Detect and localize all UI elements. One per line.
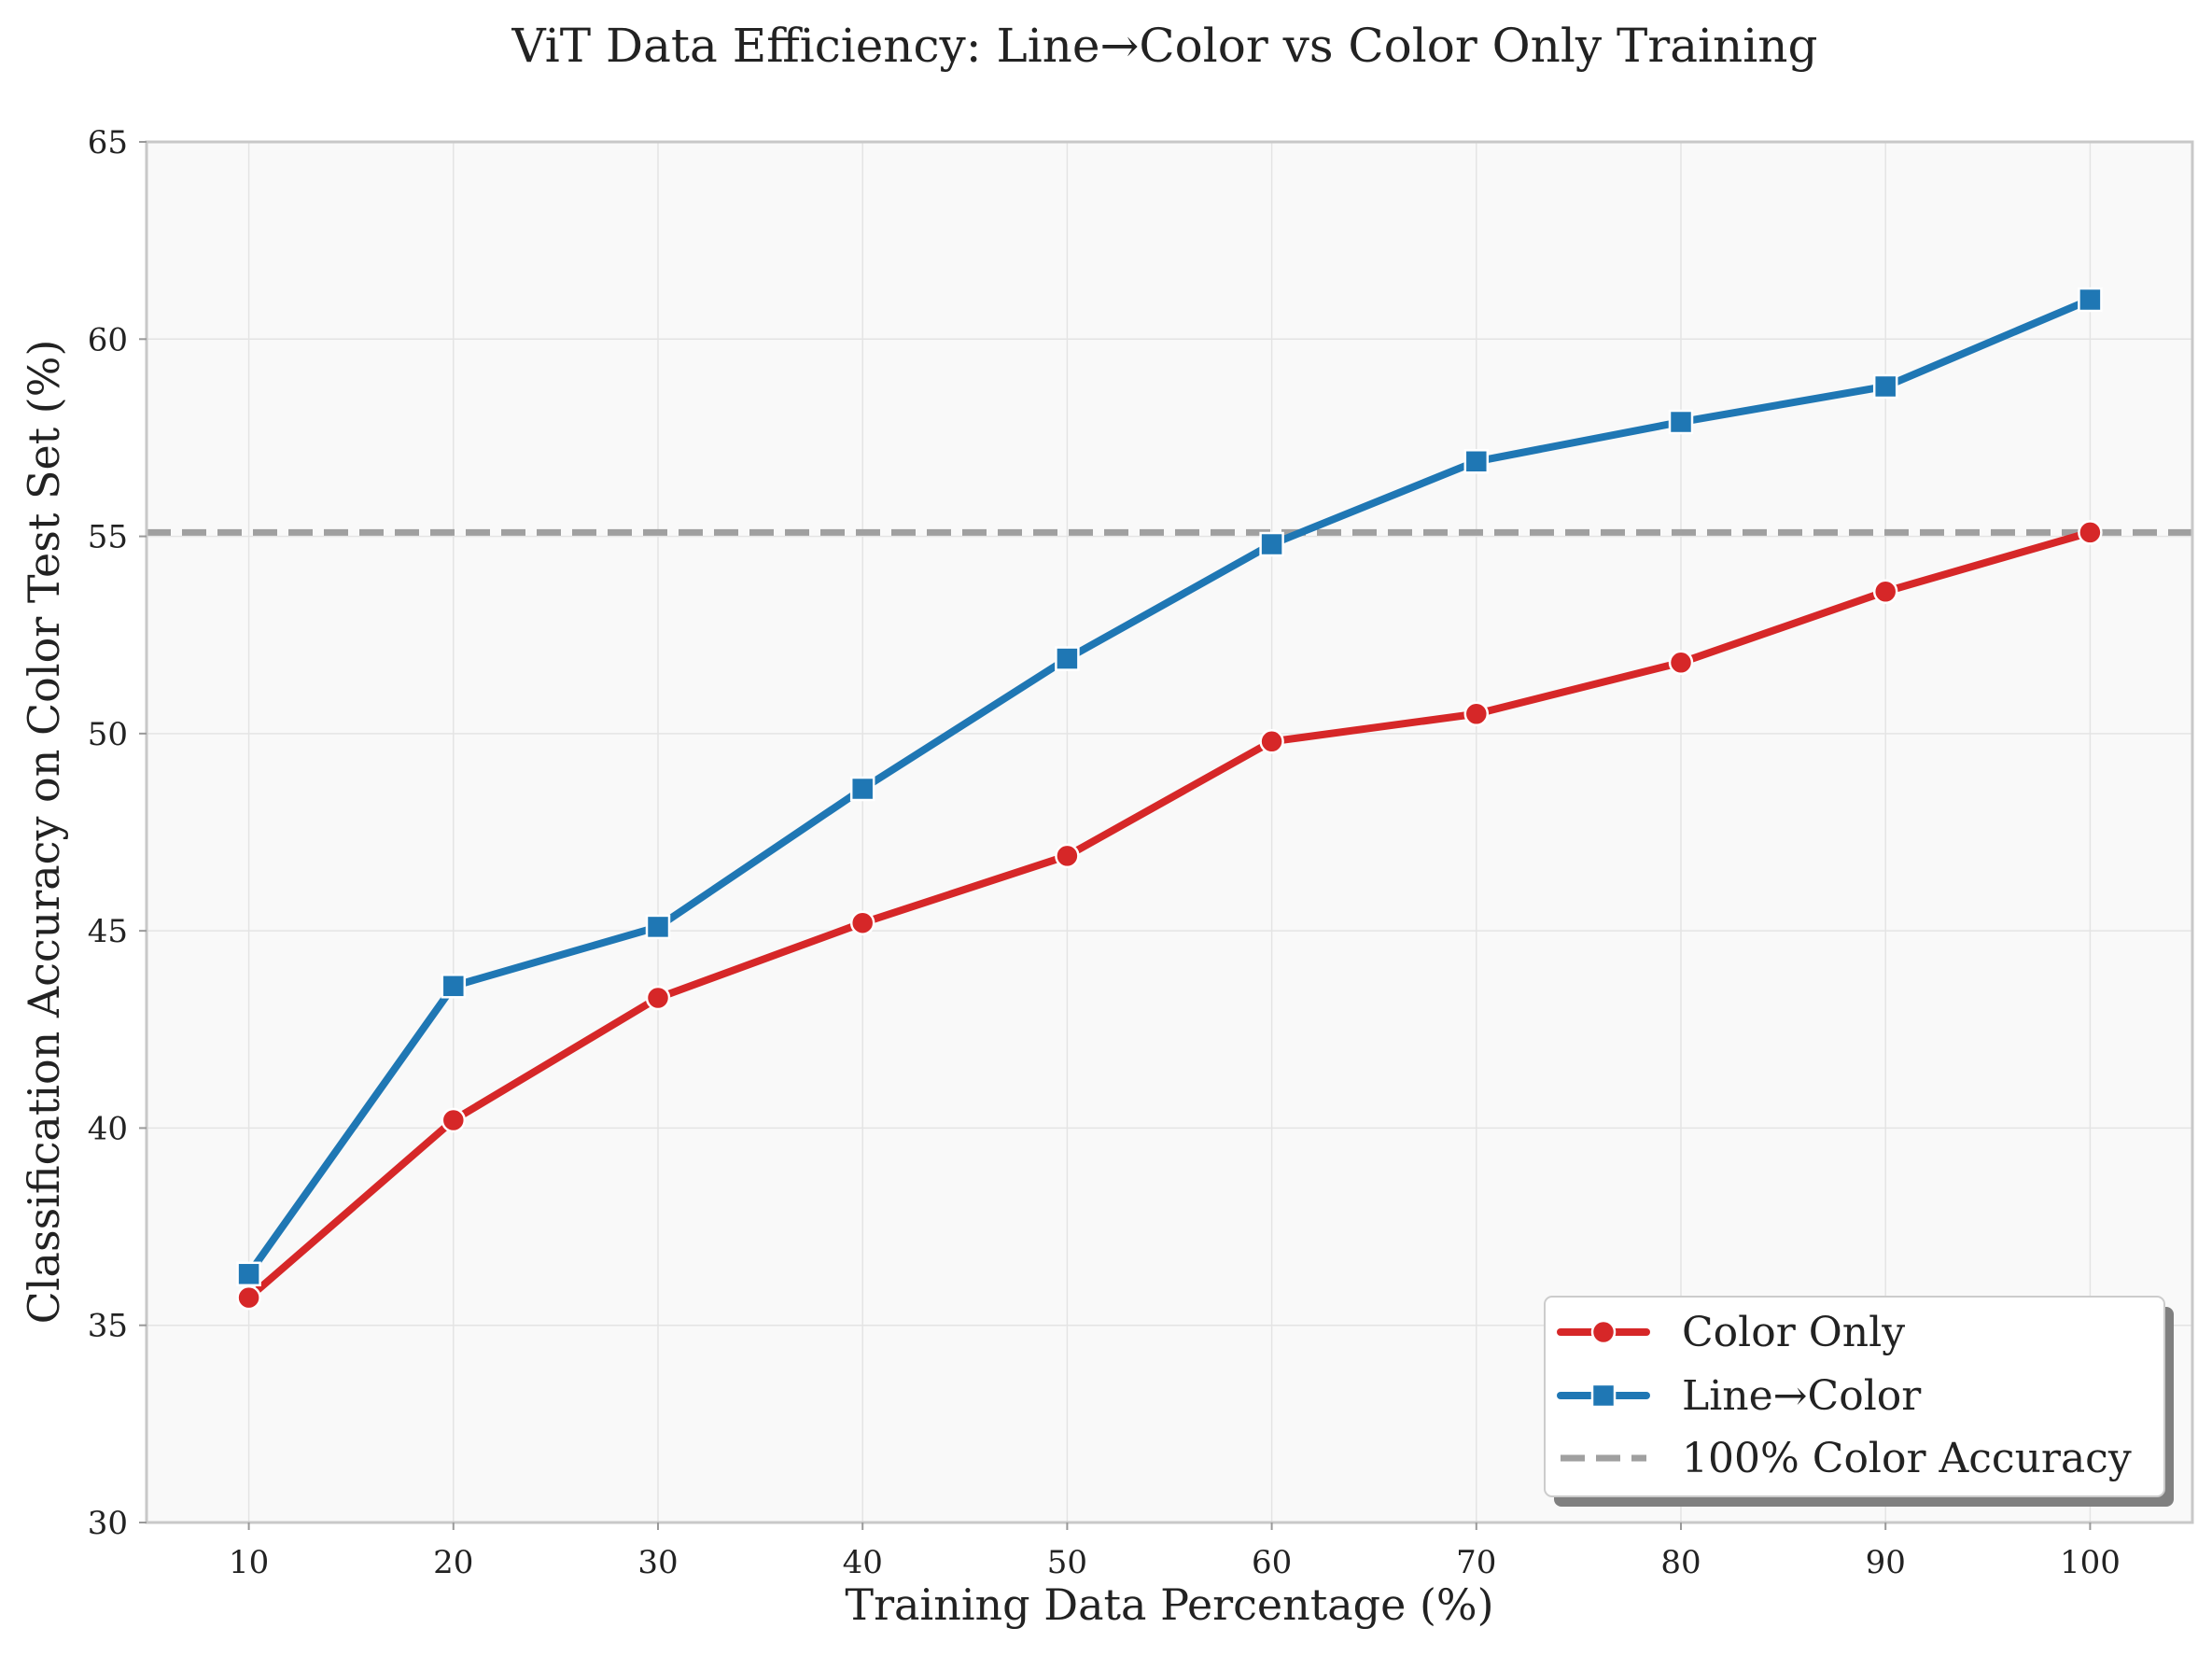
x-tick-label: 80	[1660, 1544, 1701, 1581]
data-point-color-only	[236, 1284, 261, 1311]
x-tick-label: 10	[229, 1544, 269, 1581]
data-point-line-color	[1668, 409, 1694, 435]
legend-box	[1544, 1296, 2165, 1497]
data-point-color-only	[1055, 843, 1080, 869]
y-tick-label: 55	[88, 519, 128, 556]
data-point-line-color	[1055, 646, 1080, 671]
legend-label-color-only: Color Only	[1682, 1309, 1905, 1356]
data-point-line-color	[645, 914, 671, 940]
series-group	[236, 287, 2103, 1311]
chart-title: ViT Data Efficiency: Line→Color vs Color…	[511, 19, 1818, 73]
data-point-line-color	[1463, 449, 1490, 474]
y-tick-label: 60	[88, 321, 128, 358]
data-point-color-only	[441, 1107, 467, 1133]
legend-marker-color-only	[1590, 1319, 1617, 1345]
data-point-color-only	[1259, 729, 1284, 754]
y-tick-label: 45	[88, 913, 128, 950]
data-point-color-only	[645, 985, 671, 1011]
x-tick-label: 50	[1047, 1544, 1087, 1581]
series-line-line-color	[245, 296, 2094, 1278]
data-point-color-only	[1872, 579, 1898, 604]
legend: Color Only Line→Color 100% Color Accurac…	[1544, 1296, 2174, 1507]
series-line-color	[236, 287, 2103, 1287]
data-point-line-color	[1259, 531, 1284, 557]
legend-label-line-color: Line→Color	[1682, 1372, 1922, 1420]
series-line-color-only	[245, 528, 2094, 1302]
y-tick-label: 35	[88, 1308, 128, 1345]
x-axis-ticks: 10 20 30 40 50 60 70 80 90 100	[229, 1523, 2121, 1581]
y-tick-label: 50	[88, 716, 128, 753]
y-axis-label: Classification Accuracy on Color Test Se…	[19, 340, 69, 1325]
plot-area	[147, 142, 2192, 1523]
data-point-line-color	[2078, 287, 2103, 313]
x-tick-label: 60	[1252, 1544, 1292, 1581]
data-point-line-color	[849, 776, 875, 802]
series-color-only	[236, 520, 2103, 1311]
legend-label-reference: 100% Color Accuracy	[1682, 1435, 2132, 1482]
data-point-line-color	[441, 974, 467, 999]
y-tick-label: 65	[88, 124, 128, 161]
x-tick-label: 20	[433, 1544, 473, 1581]
x-tick-label: 100	[2060, 1544, 2121, 1581]
x-axis-label: Training Data Percentage (%)	[845, 1579, 1493, 1630]
x-tick-label: 90	[1866, 1544, 1906, 1581]
legend-marker-line-color	[1590, 1382, 1617, 1409]
data-point-line-color	[236, 1261, 261, 1287]
y-tick-label: 30	[88, 1505, 128, 1542]
plot-frame	[145, 140, 2194, 1524]
x-tick-label: 40	[843, 1544, 883, 1581]
y-axis-ticks: 30 35 40 45 50 55 60 65	[88, 124, 147, 1542]
data-point-color-only	[1668, 650, 1694, 676]
data-point-color-only	[1463, 701, 1490, 726]
y-tick-label: 40	[88, 1110, 128, 1147]
data-point-color-only	[2078, 520, 2103, 545]
data-point-line-color	[1872, 373, 1898, 400]
data-point-color-only	[849, 910, 875, 935]
x-tick-label: 30	[637, 1544, 678, 1581]
x-tick-label: 70	[1456, 1544, 1496, 1581]
